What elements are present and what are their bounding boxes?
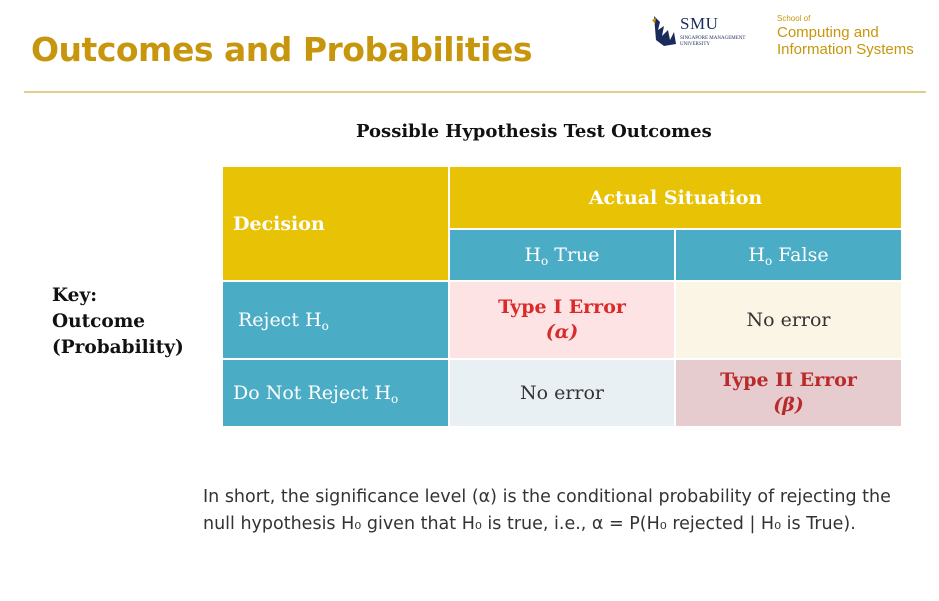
title-divider [24,91,926,93]
dnr-label: Do Not Reject H [233,382,392,404]
type-i-error-label: Type I Error [498,296,626,318]
h0-true-sub: o [541,254,549,268]
slide-title: Outcomes and Probabilities [31,30,533,69]
no-error-cell-2: No error [450,360,674,426]
type-ii-error-label: Type II Error [720,369,857,391]
h0-false-sub: o [765,254,773,268]
h0-true-rest: True [548,244,600,266]
type-i-error-prob: (α) [545,321,579,343]
h0-false-base: H [748,244,765,266]
smu-wordmark: SMU [680,14,719,33]
h0-false-rest: False [772,244,829,266]
actual-situation-label: Actual Situation [588,186,763,209]
key-line1: Key: [52,285,98,306]
summary-line2: null hypothesis H₀ given that H₀ is true… [203,514,856,534]
table-title: Possible Hypothesis Test Outcomes [356,121,712,142]
lion-crest-icon [652,16,676,46]
summary-line1: In short, the significance level (α) is … [203,487,891,507]
key-legend: Key: Outcome (Probability) [52,283,184,361]
no-error-cell-1: No error [676,282,901,358]
type-i-error-cell: Type I Error (α) [450,282,674,358]
school-line3: Information Systems [777,41,914,58]
decision-header-label: Decision [233,212,325,235]
dnr-label-sub: o [391,392,399,406]
no-error-label-2: No error [519,382,605,404]
decision-header: Decision [223,167,448,280]
h0-true-base: H [524,244,542,266]
summary-text: In short, the significance level (α) is … [203,484,933,538]
key-line3: (Probability) [52,337,184,358]
actual-situation-header: Actual Situation [450,167,901,228]
type-ii-error-prob: (β) [773,394,804,416]
smu-logo: SMU SINGAPORE MANAGEMENT UNIVERSITY [650,14,760,54]
key-line2: Outcome [52,311,146,332]
school-line2: Computing and [777,24,879,41]
school-name: School of Computing and Information Syst… [777,14,914,58]
school-line1: School of [777,14,811,23]
smu-subtitle: SINGAPORE MANAGEMENT UNIVERSITY [680,36,746,47]
type-ii-error-cell: Type II Error (β) [676,360,901,426]
no-error-label-1: No error [746,309,831,331]
reject-label-sub: o [321,319,329,333]
reject-label: Reject H [238,309,322,331]
